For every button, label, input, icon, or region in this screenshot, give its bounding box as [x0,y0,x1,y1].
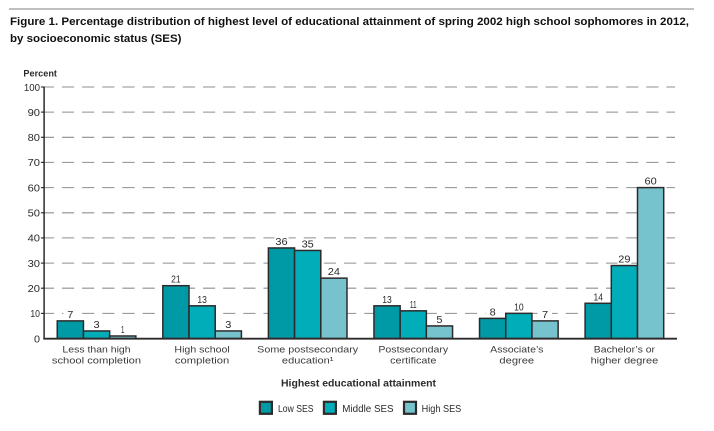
svg-text:High school: High school [174,344,229,354]
svg-text:certificate: certificate [390,356,436,366]
svg-text:0: 0 [34,334,40,345]
svg-text:50: 50 [28,209,41,220]
svg-text:Less than high: Less than high [62,344,130,354]
svg-text:13: 13 [382,295,392,306]
svg-text:Figure 1. Percentage distribut: Figure 1. Percentage distribution of hig… [10,16,689,28]
svg-text:degree: degree [499,356,534,366]
svg-text:24: 24 [328,267,341,278]
svg-text:13: 13 [197,295,207,306]
svg-text:20: 20 [28,284,41,295]
svg-text:1: 1 [121,325,125,336]
svg-text:Associate’s: Associate’s [490,344,544,354]
svg-text:29: 29 [618,255,631,266]
svg-text:education¹: education¹ [282,356,334,366]
svg-text:5: 5 [436,315,443,326]
svg-text:10: 10 [30,309,40,320]
svg-text:High SES: High SES [422,404,462,415]
svg-text:90: 90 [28,108,41,119]
svg-text:Postsecondary: Postsecondary [378,344,448,354]
svg-text:7: 7 [67,310,74,321]
svg-text:10: 10 [514,302,524,313]
svg-text:Some postsecondary: Some postsecondary [257,344,358,354]
svg-text:Bachelor’s or: Bachelor’s or [594,344,655,354]
svg-text:school completion: school completion [52,356,141,366]
svg-text:Highest educational attainment: Highest educational attainment [281,379,437,390]
svg-text:8: 8 [490,307,497,318]
svg-text:70: 70 [28,158,41,169]
svg-text:14: 14 [593,292,603,303]
svg-text:60: 60 [645,177,658,188]
svg-text:40: 40 [28,234,41,245]
svg-text:80: 80 [28,133,41,144]
svg-text:11: 11 [410,300,417,311]
svg-text:21: 21 [171,275,181,286]
svg-text:7: 7 [542,310,549,321]
svg-text:3: 3 [94,320,101,331]
svg-text:Percent: Percent [23,68,57,79]
svg-text:by socioeconomic status (SES): by socioeconomic status (SES) [10,33,182,45]
svg-text:3: 3 [225,320,232,331]
svg-text:Low SES: Low SES [278,404,314,415]
svg-text:Middle SES: Middle SES [342,404,394,415]
svg-text:completion: completion [175,356,229,366]
svg-text:100: 100 [24,83,40,94]
svg-text:60: 60 [28,183,41,194]
svg-text:36: 36 [275,237,288,248]
svg-text:30: 30 [28,259,41,270]
svg-text:higher degree: higher degree [591,356,659,366]
svg-text:35: 35 [302,240,315,251]
